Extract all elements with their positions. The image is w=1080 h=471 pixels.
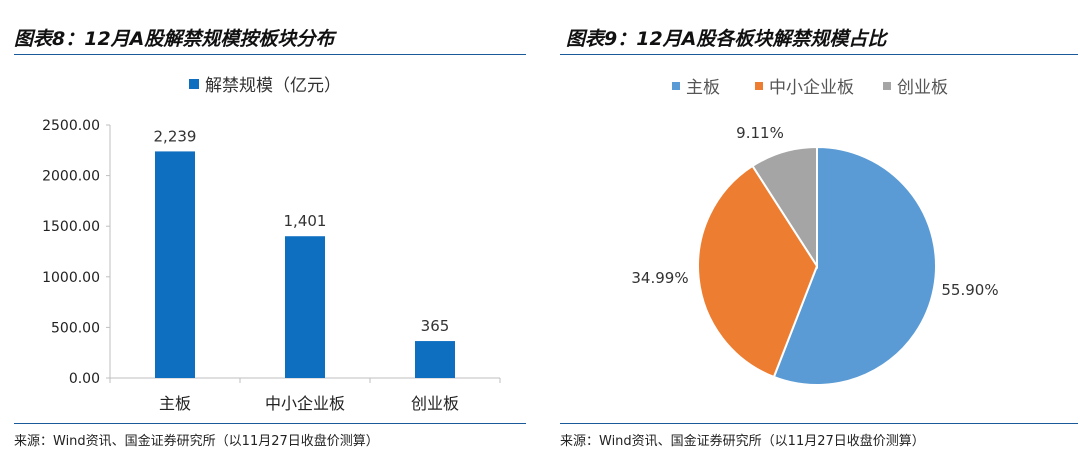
bar-data-label: 2,239: [154, 127, 197, 145]
pie-data-label: 34.99%: [631, 269, 688, 287]
pie-slice: [751, 145, 818, 270]
legend-label: 中小企业板: [769, 78, 854, 98]
legend-swatch: [672, 82, 680, 90]
bar: [155, 151, 195, 378]
source-note: 来源：Wind资讯、国金证券研究所（以11月27日收盘价测算）: [14, 434, 379, 449]
x-tick-label: 中小企业板: [265, 394, 345, 413]
x-tick-label: 主板: [159, 394, 191, 413]
bar-chart: 解禁规模（亿元） 0.00 500.00 1000.00 1500.00 2000.00 2…: [42, 76, 501, 413]
pie-chart-title: 图表9：12月A股各板块解禁规模占比: [566, 28, 887, 50]
legend-swatch: [883, 82, 891, 90]
legend-label: 创业板: [897, 78, 948, 98]
pie-chart: 主板 中小企业板 创业板 55.90% 34.99% 9.11%: [631, 78, 999, 386]
y-tick-label: 2500.00: [42, 118, 100, 134]
y-tick-label: 500.00: [51, 320, 100, 336]
legend-swatch: [189, 79, 199, 89]
pie-slice: [772, 145, 937, 386]
pie-chart-panel: 图表9：12月A股各板块解禁规模占比 主板 中小企业板 创业板 55.90% 34.99…: [552, 0, 1080, 471]
bar-chart-panel: 图表8：12月A股解禁规模按板块分布 解禁规模（亿元） 0.00 500.00 100…: [0, 0, 528, 471]
source-divider: [560, 423, 1078, 424]
pie-data-label: 9.11%: [736, 124, 784, 142]
bar: [285, 236, 325, 378]
y-tick-label: 1500.00: [42, 219, 100, 235]
legend-label: 主板: [686, 78, 720, 98]
bar: [415, 341, 455, 378]
legend: 解禁规模（亿元）: [189, 76, 341, 96]
source-note: 来源：Wind资讯、国金证券研究所（以11月27日收盘价测算）: [560, 434, 925, 449]
bar-chart-title: 图表8：12月A股解禁规模按板块分布: [14, 28, 335, 50]
legend-label: 解禁规模（亿元）: [205, 76, 341, 96]
legend: 主板 中小企业板 创业板: [672, 78, 948, 98]
bar-data-label: 1,401: [284, 212, 327, 230]
x-tick-label: 创业板: [411, 394, 459, 413]
y-tick-label: 2000.00: [42, 169, 100, 185]
pie-slice: [697, 164, 819, 379]
legend-swatch: [755, 82, 763, 90]
y-tick-label: 0.00: [69, 371, 100, 387]
y-tick-label: 1000.00: [42, 270, 100, 286]
title-divider: [560, 54, 1078, 55]
source-divider: [14, 423, 526, 424]
title-divider: [14, 54, 526, 55]
pie-data-label: 55.90%: [941, 281, 998, 299]
bar-data-label: 365: [421, 317, 450, 335]
